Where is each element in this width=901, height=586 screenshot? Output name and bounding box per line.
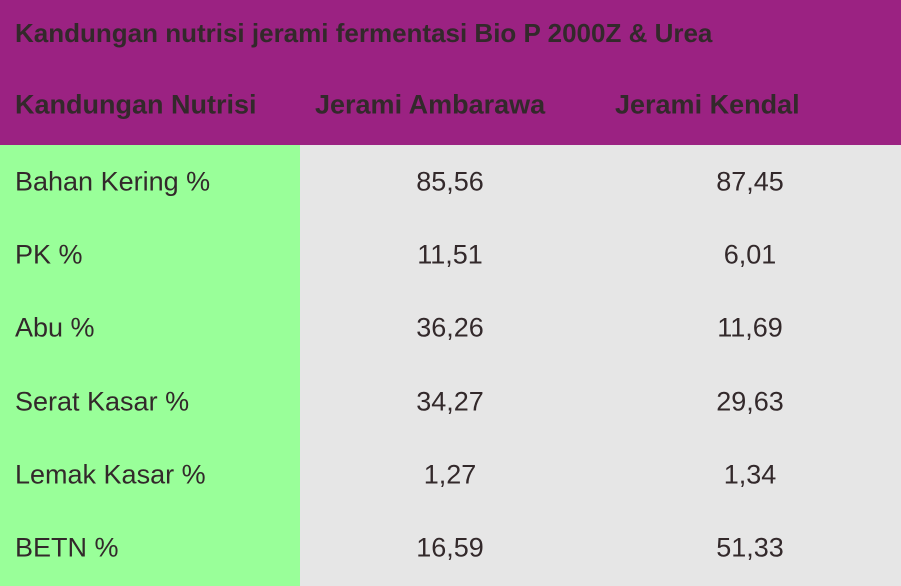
- cell-value: 1,34: [723, 459, 777, 490]
- cell-value: 11,51: [417, 239, 483, 270]
- cell-value: 1,27: [423, 459, 477, 490]
- cell-value: 34,27: [416, 386, 484, 417]
- cell-value: 16,59: [416, 532, 484, 563]
- cell-value: 29,63: [716, 386, 784, 417]
- column-header: Jerami Ambarawa: [315, 89, 546, 120]
- cell-value: 51,33: [716, 532, 784, 563]
- header-background: [0, 0, 901, 145]
- row-label: Serat Kasar %: [15, 386, 190, 417]
- row-label: Lemak Kasar %: [15, 459, 206, 490]
- first-column-background: [0, 145, 300, 586]
- cell-value: 6,01: [723, 239, 777, 270]
- row-label: Abu %: [15, 312, 95, 343]
- cell-value: 11,69: [717, 312, 783, 343]
- column-header: Kandungan Nutrisi: [15, 89, 257, 120]
- column-header: Jerami Kendal: [615, 89, 800, 120]
- cell-value: 85,56: [416, 166, 484, 197]
- table-title: Kandungan nutrisi jerami fermentasi Bio …: [15, 18, 713, 48]
- cell-value: 87,45: [716, 166, 784, 197]
- row-label: BETN %: [15, 532, 119, 563]
- cell-value: 36,26: [416, 312, 484, 343]
- row-label: Bahan Kering %: [15, 166, 211, 197]
- row-label: PK %: [15, 239, 83, 270]
